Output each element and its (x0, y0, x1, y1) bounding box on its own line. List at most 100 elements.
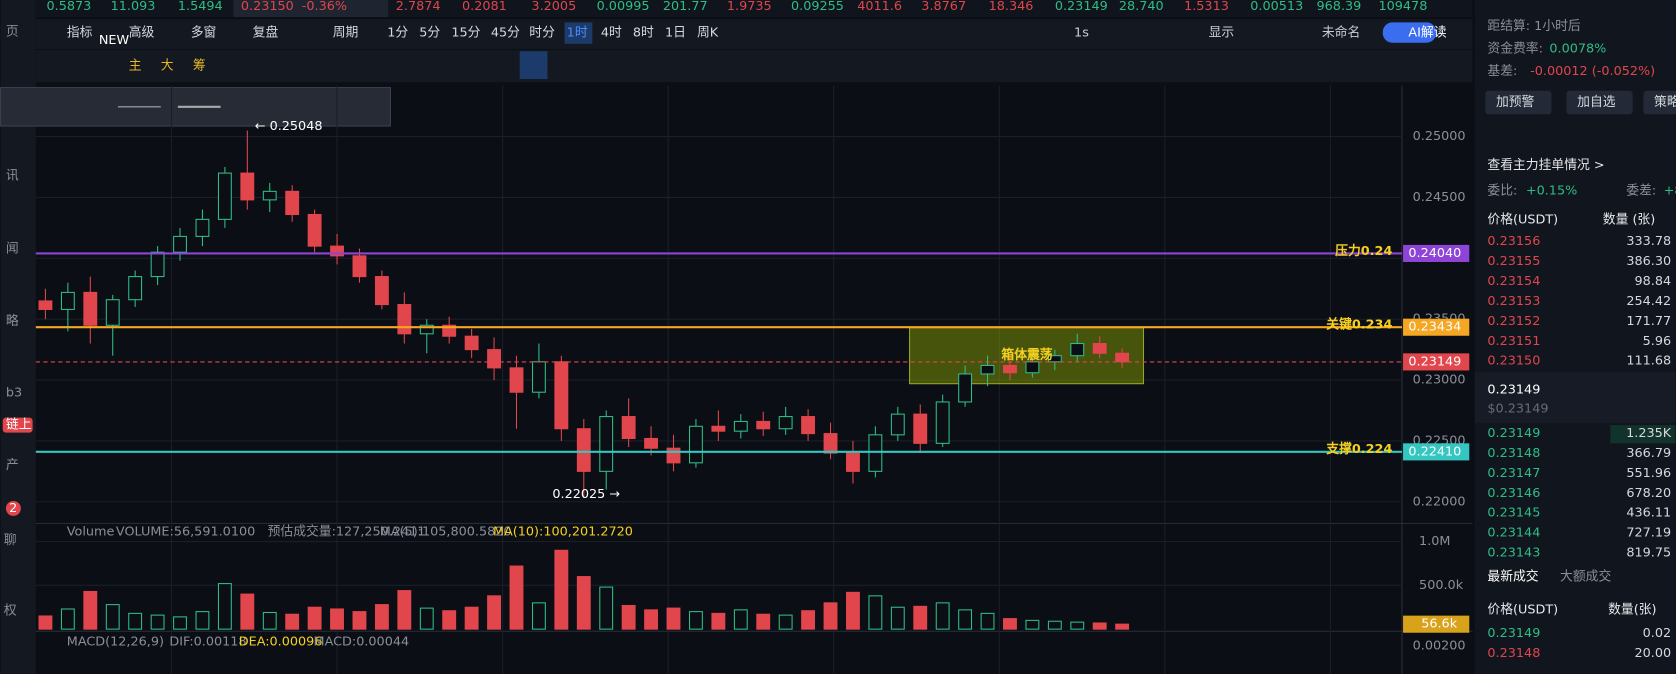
volume-bar (307, 606, 322, 630)
toolbar-item[interactable]: 高级 (129, 25, 155, 41)
panel-button[interactable] (1566, 90, 1633, 115)
sidebar-item[interactable]: 讯 (6, 169, 19, 184)
tool-active[interactable] (519, 51, 548, 80)
volume-bar (1070, 621, 1085, 630)
sidebar-item[interactable]: 略 (6, 313, 19, 329)
sidebar-item[interactable]: 页 (6, 25, 19, 40)
candle-body (868, 434, 883, 472)
sidebar-item[interactable]: 权 (4, 602, 17, 618)
drawing-tool[interactable]: 主 (129, 59, 142, 74)
panel-text: -0.00012 (-0.052%) (1530, 64, 1655, 79)
period-active[interactable] (564, 22, 593, 44)
sidebar-item[interactable]: 闻 (6, 241, 19, 256)
toolbar-item[interactable]: 周K (697, 26, 719, 41)
ticker-bar (35, 0, 1473, 18)
drawing-tool[interactable]: 筹 (193, 58, 206, 74)
badge (5, 500, 21, 516)
toolbar-item[interactable]: 指标 (67, 26, 93, 41)
volume-bar (128, 612, 143, 630)
volume-bar (868, 595, 883, 630)
panel-text[interactable]: 加自选 (1577, 95, 1616, 110)
volume-bar (1025, 619, 1040, 630)
sidebar-item[interactable]: 产 (6, 458, 19, 473)
level-tag (1403, 244, 1470, 262)
toolbar-item[interactable]: 1日 (665, 26, 686, 41)
ticker: 1.5313 (1184, 0, 1229, 14)
indicator: MACD:0.00044 (314, 634, 410, 649)
candle-body (801, 416, 816, 435)
toolbar-item[interactable]: 4时 (601, 26, 622, 41)
drawing-tool[interactable]: 大 (161, 59, 174, 74)
candle-body (1115, 352, 1130, 363)
panel-text: 551.96 (1626, 466, 1671, 481)
toolbar-item[interactable]: 显示 (1209, 26, 1235, 41)
volume-bar (60, 608, 75, 630)
candle-body (128, 276, 143, 301)
toolbar-item[interactable]: 1时 (567, 26, 588, 41)
toolbar-item[interactable]: 15分 (451, 26, 480, 41)
last-price-band (1474, 371, 1676, 423)
panel-text: 0.23146 (1487, 486, 1540, 501)
volume-bar (150, 614, 165, 630)
toolbar-item[interactable]: 多窗 (191, 26, 217, 41)
volume-bar (173, 616, 187, 630)
toolbar-item[interactable]: 时分 (529, 26, 555, 41)
toolbar-item[interactable]: 未命名 (1322, 25, 1360, 41)
panel-text[interactable]: 最新成交 (1487, 568, 1538, 584)
ticker: -0.36% (302, 0, 347, 14)
ticker: 201.77 (663, 0, 708, 14)
ai-button[interactable] (1382, 22, 1437, 43)
volume-bar (330, 608, 344, 630)
toolbar-item[interactable]: 8时 (633, 26, 654, 41)
ticker: 11.093 (111, 0, 156, 14)
volume-bar (644, 609, 659, 630)
toolbar-item[interactable]: 45分 (491, 26, 520, 41)
volume-bar (38, 615, 53, 630)
sidebar-item[interactable]: b3 (6, 386, 22, 401)
panel-button[interactable] (1643, 90, 1676, 115)
toolbar-item[interactable]: 1分 (387, 26, 408, 41)
panel-text[interactable]: 加预警 (1496, 94, 1535, 110)
panel-text: 254.42 (1626, 294, 1671, 309)
volume-bar (487, 595, 501, 630)
level-label: 压力0.24 (1335, 243, 1392, 259)
volume-bar (240, 593, 255, 630)
panel-text: 0.23150 (1487, 354, 1540, 369)
panel-text: 0.23154 (1487, 274, 1540, 289)
candle-body (554, 361, 569, 430)
volume-bar (778, 614, 793, 630)
panel-text: 0.23148 (1487, 446, 1540, 461)
y-tick-label: 1.0M (1419, 534, 1450, 549)
toolbar-item[interactable]: 复盘 (253, 25, 279, 41)
sidebar-item[interactable]: 链上 (6, 418, 32, 433)
panel-text[interactable]: 策略 (1654, 94, 1676, 110)
panel-text: 678.20 (1626, 486, 1671, 501)
volume-bar (419, 607, 434, 630)
candle-body (935, 401, 950, 444)
candle-body (576, 428, 591, 472)
toolbar-item[interactable]: 周期 (333, 26, 359, 41)
panel-text[interactable]: 大额成交 (1560, 568, 1611, 584)
level-value: 0.23434 (1408, 320, 1461, 335)
candle-body (374, 276, 389, 306)
panel-text: 基差: (1487, 64, 1517, 79)
candle-body (1025, 361, 1040, 374)
ai-label: AI解读 (1408, 26, 1446, 41)
candle-body (330, 245, 344, 257)
indicator: DEA:0.00096 (239, 634, 323, 649)
candle-body (756, 420, 771, 430)
candle-body (464, 335, 479, 351)
sidebar-item[interactable]: 2 (9, 501, 17, 516)
panel-text[interactable]: 查看主力挂单情况 > (1487, 157, 1604, 173)
panel-button[interactable] (1485, 90, 1552, 115)
candle-body (733, 420, 748, 432)
candle-body (509, 367, 524, 393)
candle-body (487, 349, 501, 369)
toolbar-item[interactable]: 5分 (419, 26, 440, 41)
panel-text: 0.23149 (1487, 426, 1540, 441)
current-tag (1403, 353, 1470, 371)
current-price: 0.23149 (1408, 354, 1461, 369)
volume-bar (666, 607, 681, 630)
sidebar-item[interactable]: 聊 (4, 533, 17, 548)
toolbar-item[interactable]: 1s (1074, 26, 1089, 41)
